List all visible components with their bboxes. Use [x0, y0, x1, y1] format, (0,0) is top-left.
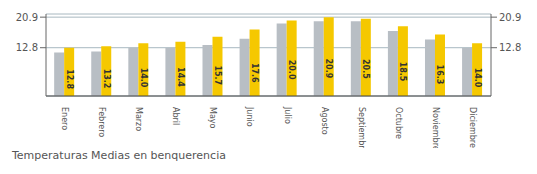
svg-text:14.0: 14.0: [473, 68, 482, 88]
svg-text:17.6: 17.6: [250, 63, 259, 83]
html-text:Temperaturas Medias en benquer: Temperaturas Medias en benquerencia: [12, 149, 226, 162]
svg-text:12.8: 12.8: [499, 42, 521, 53]
svg-text:Marzo: Marzo: [134, 107, 143, 131]
svg-text:16.3: 16.3: [435, 65, 444, 85]
svg-text:Julio: Julio: [283, 106, 292, 124]
svg-text:14.0: 14.0: [139, 68, 148, 88]
svg-text:Abril: Abril: [171, 107, 180, 125]
svg-text:Noviembre: Noviembre: [431, 107, 440, 148]
svg-text:Septiembre: Septiembre: [357, 107, 366, 148]
svg-text:20.5: 20.5: [361, 59, 370, 79]
svg-text:20.9: 20.9: [16, 12, 38, 23]
svg-text:Junio: Junio: [245, 106, 254, 127]
svg-text:Mayo: Mayo: [208, 107, 217, 129]
svg-text:20.0: 20.0: [287, 60, 296, 80]
svg-text:12.8: 12.8: [16, 42, 38, 53]
svg-text:15.7: 15.7: [213, 65, 222, 85]
svg-text:Agosto: Agosto: [320, 107, 329, 135]
svg-text:13.2: 13.2: [102, 69, 111, 89]
svg-text:20.9: 20.9: [324, 59, 333, 79]
svg-text:14.4: 14.4: [176, 67, 185, 87]
svg-text:12.8: 12.8: [65, 69, 74, 89]
svg-text:Febrero: Febrero: [97, 107, 106, 137]
svg-text:Diciembre: Diciembre: [468, 107, 477, 148]
svg-text:Enero: Enero: [60, 107, 69, 130]
svg-text:18.5: 18.5: [398, 62, 407, 82]
svg-text:20.9: 20.9: [499, 12, 521, 23]
svg-text:Octubre: Octubre: [394, 107, 403, 139]
